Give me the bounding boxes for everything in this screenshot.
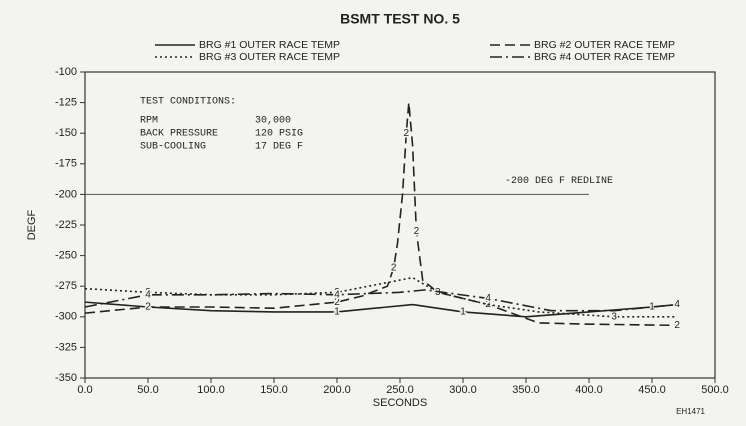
y-tick-label: -275 xyxy=(55,280,77,292)
y-tick-label: -325 xyxy=(55,341,77,353)
redline-label: -200 DEG F REDLINE xyxy=(505,176,613,187)
series-marker: 3 xyxy=(334,287,340,298)
y-tick-label: -350 xyxy=(55,372,77,384)
y-tick-label: -225 xyxy=(55,219,77,231)
legend-label: BRG #1 OUTER RACE TEMP xyxy=(199,39,340,51)
series-marker: 1 xyxy=(334,307,340,318)
series-marker: 4 xyxy=(485,293,491,304)
y-tick-label: -250 xyxy=(55,250,77,262)
conditions-title: TEST CONDITIONS: xyxy=(140,97,236,108)
x-tick-label: 150.0 xyxy=(260,384,288,396)
x-tick-label: 100.0 xyxy=(197,384,225,396)
y-axis-label: DEGF xyxy=(26,209,38,240)
series-line xyxy=(84,289,678,312)
series-marker: 3 xyxy=(435,287,441,298)
y-tick-label: -200 xyxy=(55,188,77,200)
legend-label: BRG #4 OUTER RACE TEMP xyxy=(534,51,675,63)
series-marker: 2 xyxy=(334,297,340,308)
series-marker: 1 xyxy=(649,302,655,313)
condition-value: 120 PSIG xyxy=(255,129,303,140)
series-line xyxy=(84,102,678,327)
x-tick-label: 50.0 xyxy=(137,384,158,396)
y-tick-label: -300 xyxy=(55,311,77,323)
x-tick-label: 200.0 xyxy=(323,384,351,396)
x-axis-label: SECONDS xyxy=(373,397,427,409)
figure-id: EH1471 xyxy=(676,407,705,416)
series-marker: 3 xyxy=(611,311,617,322)
series-marker: 4 xyxy=(334,289,340,300)
series-marker: 2 xyxy=(404,128,410,139)
y-tick-label: -100 xyxy=(55,66,77,78)
series-marker: 4 xyxy=(674,299,680,310)
legend-label: BRG #2 OUTER RACE TEMP xyxy=(534,39,675,51)
x-tick-label: 0.0 xyxy=(77,384,92,396)
x-tick-label: 400.0 xyxy=(575,384,603,396)
series-marker: 2 xyxy=(414,226,420,237)
series-marker: 1 xyxy=(460,307,466,318)
chart-title: BSMT TEST NO. 5 xyxy=(340,11,460,27)
y-tick-label: -175 xyxy=(55,158,77,170)
x-tick-label: 350.0 xyxy=(512,384,540,396)
condition-value: 30,000 xyxy=(255,116,291,127)
series-marker: 3 xyxy=(145,287,151,298)
y-tick-label: -150 xyxy=(55,127,77,139)
series-marker: 2 xyxy=(674,320,680,331)
series-marker: 2 xyxy=(145,302,151,313)
series-marker: 4 xyxy=(145,289,151,300)
x-tick-label: 250.0 xyxy=(386,384,414,396)
y-tick-label: -125 xyxy=(55,97,77,109)
x-tick-label: 500.0 xyxy=(701,384,729,396)
condition-name: BACK PRESSURE xyxy=(140,129,218,140)
x-tick-label: 300.0 xyxy=(449,384,477,396)
condition-name: SUB-COOLING xyxy=(140,142,206,153)
legend-label: BRG #3 OUTER RACE TEMP xyxy=(199,51,340,63)
condition-name: RPM xyxy=(140,116,158,127)
x-tick-label: 450.0 xyxy=(638,384,666,396)
condition-value: 17 DEG F xyxy=(255,142,303,153)
series-marker: 2 xyxy=(391,262,397,273)
